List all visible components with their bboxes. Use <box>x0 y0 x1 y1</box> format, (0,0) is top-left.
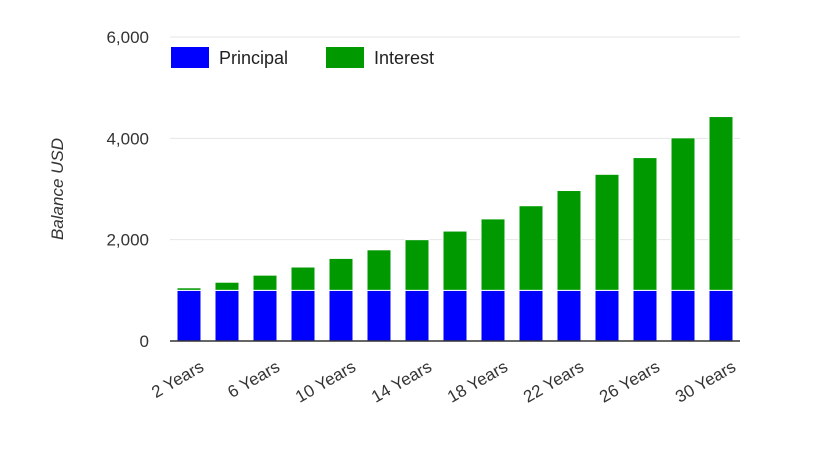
bar-interest-5[interactable] <box>328 257 354 291</box>
bar-interest-1[interactable] <box>176 287 202 291</box>
x-tick-label: 2 Years <box>148 357 207 402</box>
legend[interactable]: Principal Interest <box>171 47 434 68</box>
y-tick-labels: 0 2,000 4,000 6,000 <box>106 28 149 351</box>
bar-interest-6[interactable] <box>366 249 392 291</box>
bar-principal-6[interactable] <box>366 289 392 342</box>
bar-principal-10[interactable] <box>518 289 544 342</box>
x-tick-label: 10 Years <box>292 357 359 407</box>
x-tick-label: 18 Years <box>444 357 511 407</box>
bars <box>176 116 734 342</box>
bar-interest-4[interactable] <box>290 266 316 291</box>
bar-interest-10[interactable] <box>518 205 544 291</box>
bar-interest-14[interactable] <box>670 137 696 291</box>
y-tick-label: 6,000 <box>106 28 149 47</box>
bar-interest-7[interactable] <box>404 239 430 291</box>
x-tick-label: 22 Years <box>520 357 587 407</box>
bar-principal-2[interactable] <box>214 289 240 342</box>
y-tick-label: 4,000 <box>106 129 149 148</box>
bar-principal-9[interactable] <box>480 289 506 342</box>
x-tick-label: 14 Years <box>368 357 435 407</box>
bar-principal-8[interactable] <box>442 289 468 342</box>
bar-principal-4[interactable] <box>290 289 316 342</box>
bar-principal-11[interactable] <box>556 289 582 342</box>
legend-label: Principal <box>219 48 288 68</box>
bar-principal-13[interactable] <box>632 289 658 342</box>
y-tick-label: 0 <box>140 332 149 351</box>
y-tick-label: 2,000 <box>106 231 149 250</box>
bar-principal-14[interactable] <box>670 289 696 342</box>
bar-interest-12[interactable] <box>594 173 620 291</box>
bar-interest-9[interactable] <box>480 218 506 291</box>
bar-interest-8[interactable] <box>442 230 468 291</box>
x-tick-label: 6 Years <box>224 357 283 402</box>
legend-swatch <box>171 47 209 68</box>
legend-swatch <box>326 47 364 68</box>
legend-item-interest[interactable]: Interest <box>326 47 434 68</box>
bar-interest-3[interactable] <box>252 274 278 291</box>
x-tick-label: 26 Years <box>596 357 663 407</box>
bar-principal-12[interactable] <box>594 289 620 342</box>
bar-interest-13[interactable] <box>632 157 658 291</box>
y-axis-title: Balance USD <box>48 138 67 240</box>
bar-principal-7[interactable] <box>404 289 430 342</box>
bar-interest-2[interactable] <box>214 281 240 291</box>
x-tick-labels: 2 Years 6 Years 10 Years 14 Years 18 Years 22… <box>148 357 739 407</box>
bar-interest-11[interactable] <box>556 190 582 291</box>
bar-principal-3[interactable] <box>252 289 278 342</box>
bar-principal-15[interactable] <box>708 289 734 342</box>
legend-label: Interest <box>374 48 434 68</box>
bar-interest-15[interactable] <box>708 116 734 291</box>
legend-item-principal[interactable]: Principal <box>171 47 288 68</box>
x-tick-label: 30 Years <box>672 357 739 407</box>
bar-principal-5[interactable] <box>328 289 354 342</box>
bar-principal-1[interactable] <box>176 289 202 342</box>
